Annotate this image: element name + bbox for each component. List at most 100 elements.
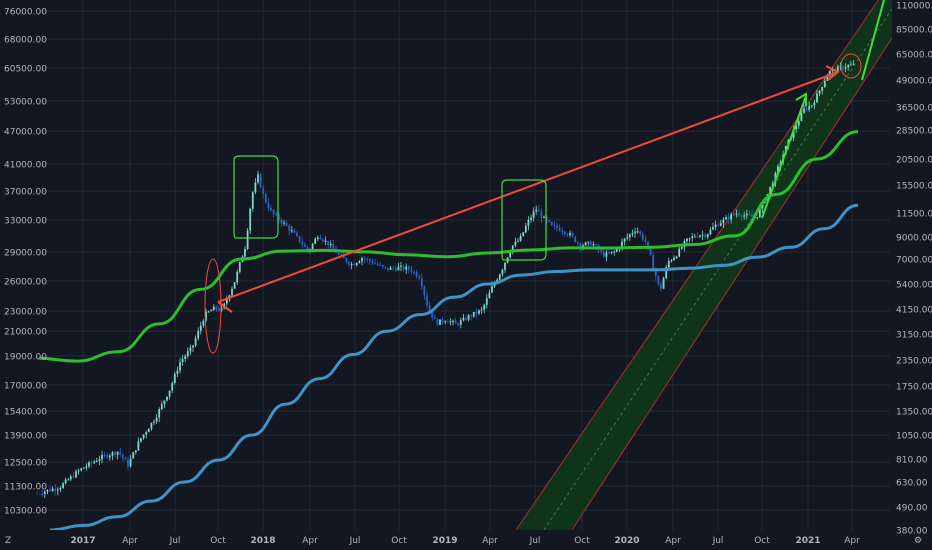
candle-up bbox=[64, 479, 67, 484]
candle-down bbox=[90, 462, 93, 464]
candle-down bbox=[571, 232, 574, 237]
red-trendline-tick bbox=[217, 301, 233, 313]
candle-up bbox=[670, 260, 673, 262]
candle-up bbox=[444, 321, 447, 323]
candle-up bbox=[675, 256, 678, 258]
candle-down bbox=[548, 220, 551, 223]
candle-down bbox=[262, 187, 265, 195]
candle-down bbox=[106, 455, 109, 458]
candle-up bbox=[693, 236, 696, 238]
candle-down bbox=[413, 271, 415, 273]
candle-up bbox=[350, 264, 353, 266]
candle-up bbox=[795, 125, 798, 130]
candle-down bbox=[322, 239, 324, 242]
candle-up bbox=[316, 237, 319, 240]
candle-up bbox=[613, 251, 616, 253]
candle-down bbox=[537, 209, 540, 212]
candle-up bbox=[501, 269, 504, 275]
candle-up bbox=[43, 491, 46, 495]
candle-down bbox=[259, 174, 262, 188]
candle-up bbox=[764, 201, 766, 203]
candle-down bbox=[738, 213, 740, 216]
candle-up bbox=[852, 63, 855, 65]
candle-up bbox=[246, 230, 249, 249]
candle-down bbox=[576, 241, 579, 244]
green-ma-line bbox=[35, 130, 859, 363]
candle-up bbox=[111, 452, 114, 456]
candle-up bbox=[101, 454, 103, 460]
candle-down bbox=[337, 252, 340, 255]
candle-down bbox=[428, 305, 431, 312]
candle-down bbox=[454, 320, 457, 324]
x-axis-tick-label: Apr bbox=[302, 536, 318, 546]
candle-up bbox=[849, 64, 852, 66]
right-axis-tick-label: 110000.00 bbox=[896, 2, 932, 12]
x-axis-tick-label: Jul bbox=[169, 536, 181, 546]
candle-down bbox=[272, 209, 275, 215]
candle-down bbox=[652, 255, 655, 269]
candle-up bbox=[626, 237, 629, 239]
candle-down bbox=[41, 493, 44, 495]
x-axis-tick-label: Apr bbox=[482, 536, 498, 546]
candle-up bbox=[51, 488, 54, 492]
right-axis-tick-label: 630.00 bbox=[896, 479, 928, 489]
candle-up bbox=[688, 238, 691, 240]
candle-down bbox=[103, 454, 106, 456]
candle-down bbox=[553, 225, 556, 227]
candle-up bbox=[758, 208, 761, 218]
left-axis-tick-label: 60500.00 bbox=[4, 65, 47, 75]
candle-up bbox=[171, 382, 174, 391]
candle-up bbox=[251, 192, 254, 209]
candle-up bbox=[665, 267, 668, 279]
candle-down bbox=[114, 452, 116, 455]
green-box-2017-peak bbox=[233, 155, 279, 239]
right-axis-tick-label: 49000.00 bbox=[896, 77, 932, 87]
right-axis-tick-label: 28500.00 bbox=[896, 127, 932, 137]
candle-down bbox=[751, 214, 753, 217]
candle-down bbox=[374, 263, 376, 265]
candle-up bbox=[803, 108, 805, 113]
candle-down bbox=[805, 108, 808, 110]
candle-down bbox=[285, 222, 288, 226]
candle-up bbox=[777, 166, 779, 173]
candle-up bbox=[587, 241, 590, 243]
candle-down bbox=[446, 321, 449, 323]
candle-up bbox=[62, 483, 64, 489]
candle-up bbox=[140, 438, 142, 442]
candle-up bbox=[80, 468, 83, 471]
right-axis-tick-label: 15500.00 bbox=[896, 182, 932, 192]
x-axis-tick-label: 2020 bbox=[614, 536, 639, 546]
candle-up bbox=[810, 105, 813, 107]
candle-down bbox=[54, 488, 57, 491]
candle-down bbox=[457, 323, 460, 325]
candle-up bbox=[634, 231, 636, 234]
candle-up bbox=[225, 299, 228, 304]
candle-up bbox=[46, 489, 49, 492]
candle-up bbox=[498, 274, 501, 280]
candle-down bbox=[49, 489, 51, 492]
candle-down bbox=[433, 317, 436, 320]
right-price-axis: 110000.00 85000.00 65000.00 49000.00 36500.0… bbox=[892, 0, 932, 550]
candle-up bbox=[153, 421, 155, 423]
candle-up bbox=[472, 311, 475, 317]
candle-up bbox=[522, 232, 525, 236]
candle-up bbox=[163, 400, 166, 404]
candle-up bbox=[132, 452, 135, 459]
time-axis: 2017 Apr Jul Oct 2018 Apr Jul Oct 2019 Apr Jul Oct 2… bbox=[5, 536, 922, 546]
candle-down bbox=[303, 244, 306, 247]
candle-up bbox=[98, 459, 101, 461]
candle-up bbox=[290, 230, 293, 232]
red-trendline bbox=[217, 71, 839, 303]
candle-up bbox=[699, 235, 701, 237]
candle-up bbox=[108, 455, 111, 458]
annotations bbox=[204, 0, 885, 354]
candle-down bbox=[558, 228, 561, 231]
candle-down bbox=[381, 265, 384, 267]
candle-down bbox=[566, 234, 569, 236]
candle-up bbox=[756, 217, 759, 219]
left-axis-tick-label: 76000.00 bbox=[4, 8, 47, 18]
candle-down bbox=[431, 311, 434, 318]
candle-up bbox=[829, 71, 831, 76]
candle-down bbox=[342, 255, 345, 259]
candle-up bbox=[147, 428, 150, 433]
